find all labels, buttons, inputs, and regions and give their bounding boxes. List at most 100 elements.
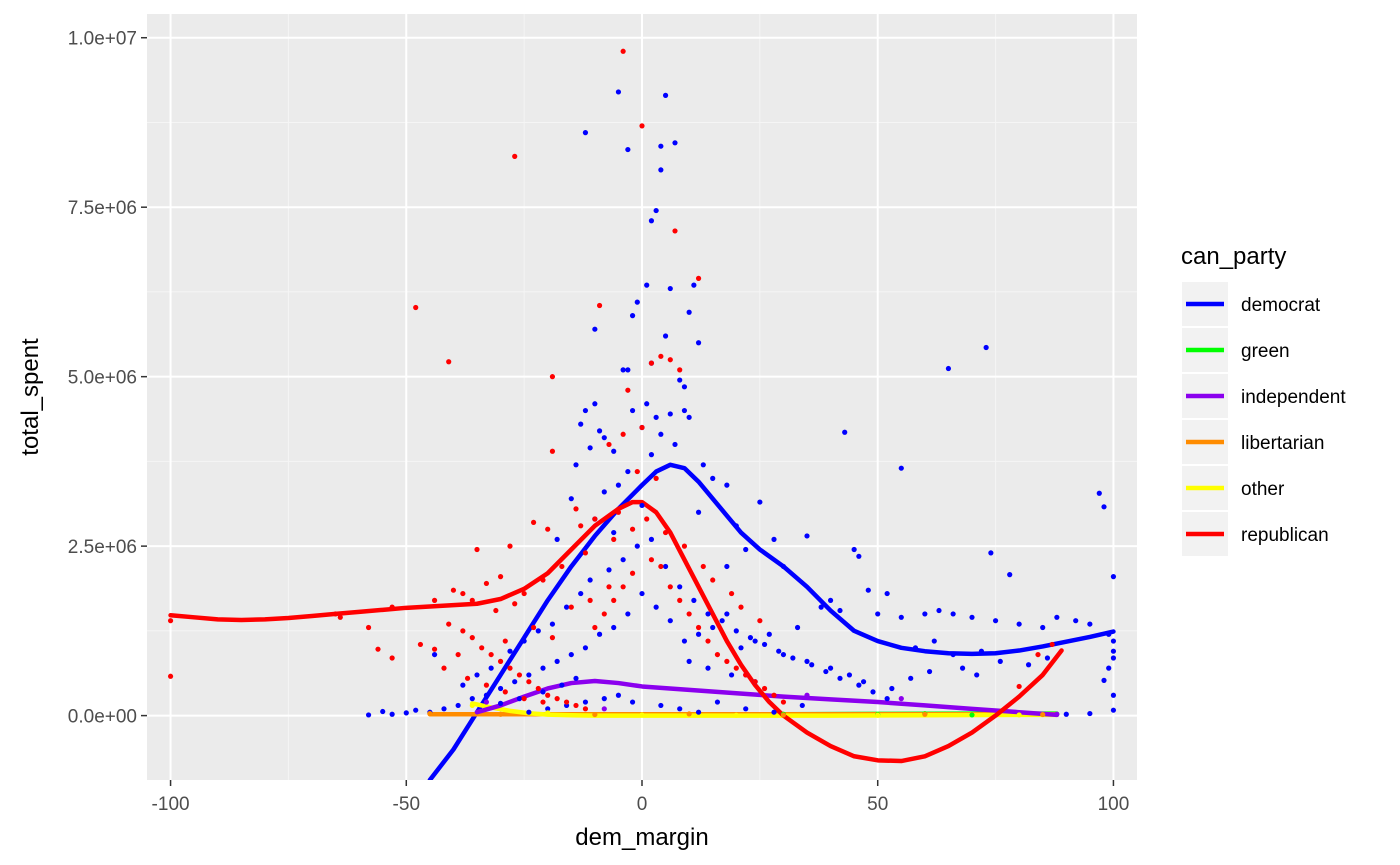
democrat-point [837,675,843,681]
democrat-point [1101,504,1107,510]
democrat-point [380,708,386,715]
republican-point [639,123,645,129]
republican-point [446,359,452,365]
republican-point [714,651,721,658]
democrat-point [1106,665,1112,671]
democrat-point [950,651,956,658]
democrat-point [573,462,579,468]
democrat-point [554,536,560,542]
democrat-point [653,207,659,214]
democrat-point [842,429,848,435]
democrat-point [648,218,655,224]
other-point [469,702,475,709]
republican-point [554,696,560,702]
democrat-point [540,689,546,695]
democrat-point [865,587,871,593]
independent-point [804,692,810,698]
republican-point [483,682,490,688]
other-point [639,712,645,718]
democrat-point [686,414,692,420]
republican-point [502,689,508,695]
republican-point [757,618,763,624]
democrat-point [658,143,664,149]
republican-point [771,692,777,698]
democrat-point [823,668,829,675]
democrat-point [639,502,645,509]
y-tick-label: 7.5e+06 [68,198,137,219]
democrat-point [1101,677,1107,683]
x-tick-label: -50 [393,794,420,815]
republican-point [389,655,395,661]
democrat-point [625,611,631,617]
republican-point [413,304,419,311]
democrat-point [771,709,777,715]
democrat-point [620,557,626,563]
republican-point [667,584,673,590]
republican-point [728,590,735,597]
democrat-point [634,543,640,549]
legend-label-republican: republican [1241,525,1329,546]
independent-smooth-line [474,678,1060,718]
democrat-point [870,689,876,695]
democrat-point [700,462,706,468]
democrat-point [667,411,673,417]
republican-point [780,699,787,705]
democrat-point [540,665,546,671]
republican-point [332,611,339,617]
y-tick-label: 5.0e+06 [68,368,137,389]
republican-point [629,526,636,532]
democrat-point [582,699,589,705]
independent-point [1054,711,1060,717]
republican-point [710,577,716,583]
democrat-point [582,645,589,651]
republican-point [559,563,565,570]
democrat-point [677,584,683,590]
democrat-point [667,618,673,624]
democrat-point [469,696,475,702]
republican-point [601,611,607,617]
republican-point [450,587,457,593]
democrat-point [634,299,640,305]
republican-point [530,624,537,631]
democrat-point [460,682,466,688]
democrat-point [988,550,994,556]
democrat-point [860,679,867,685]
democrat-point [695,709,702,715]
democrat-point [582,407,589,414]
republican-point [611,597,617,603]
democrat-point [526,672,532,678]
republican-point [615,509,622,515]
democrat-point [1110,638,1117,644]
democrat-point [1054,614,1060,620]
republican-point [389,604,395,610]
republican-point [502,638,508,644]
democrat-point [1110,574,1117,580]
republican-point [464,675,471,681]
republican-point [582,706,589,712]
democrat-point [714,699,721,705]
republican-point [761,685,768,692]
data-points [167,48,1117,718]
democrat-point [365,712,372,718]
legend-label-independent: independent [1241,387,1346,408]
republican-point [469,597,475,603]
democrat-point [1110,707,1117,713]
democrat-point [691,597,697,603]
democrat-point [733,628,739,634]
republican-point [606,441,612,448]
democrat-point [799,702,805,709]
democrat-point [658,431,664,437]
republican-point [752,679,758,685]
republican-point [563,699,570,705]
republican-point [686,611,692,617]
other-point [1016,712,1022,718]
democrat-point [549,621,556,627]
republican-point [526,679,532,685]
republican-point [507,665,513,671]
democrat-point [497,700,504,707]
democrat-point [780,563,787,570]
republican-point [507,543,513,549]
democrat-point [776,648,782,654]
democrat-point [431,651,438,658]
republican-point [493,607,499,614]
